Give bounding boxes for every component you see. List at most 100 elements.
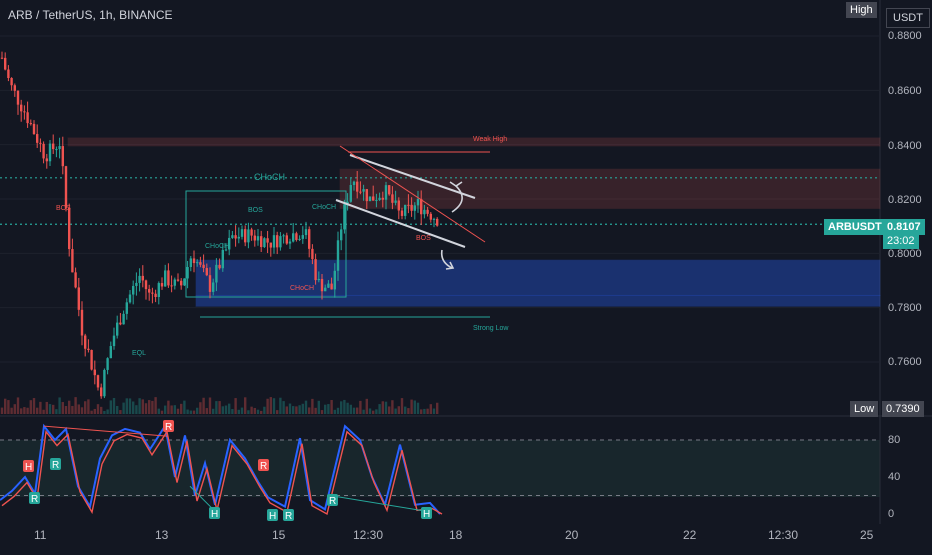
- volume-bar: [308, 407, 311, 414]
- volume-bar: [215, 401, 218, 414]
- candle-body: [186, 266, 189, 279]
- volume-bar: [224, 405, 228, 414]
- volume-bar: [39, 401, 42, 414]
- candle-body: [327, 283, 330, 288]
- candle-body: [432, 218, 436, 220]
- volume-bar: [317, 400, 320, 414]
- volume-bar: [180, 403, 183, 414]
- volume-bar: [16, 397, 20, 414]
- candle-body: [372, 196, 375, 201]
- candle-body: [26, 112, 29, 124]
- channel-lower-line: [335, 199, 466, 248]
- volume-bar: [112, 397, 116, 414]
- candle-body: [183, 278, 186, 286]
- candle-body: [356, 181, 359, 192]
- candle-body: [231, 235, 234, 238]
- volume-bar: [170, 405, 173, 414]
- candle-body: [64, 166, 68, 208]
- volume-bar: [260, 410, 263, 414]
- candle-body: [276, 235, 279, 248]
- volume-bar: [320, 410, 324, 414]
- volume-bar: [394, 408, 397, 414]
- annotation-label: CHoCH: [205, 243, 229, 250]
- candle-body: [180, 280, 183, 286]
- candle-body: [16, 90, 20, 105]
- candle-body: [125, 302, 128, 314]
- volume-bar: [436, 402, 439, 414]
- candle-body: [266, 238, 269, 243]
- annotation-label: CHoCH: [312, 204, 336, 211]
- volume-bar: [237, 409, 240, 414]
- annotation-label: Strong Low: [473, 325, 509, 332]
- candle-body: [29, 123, 32, 125]
- candle-body: [141, 275, 144, 281]
- volume-bar: [202, 397, 205, 414]
- volume-bar: [29, 400, 32, 414]
- volume-bar: [109, 400, 112, 414]
- volume-bar: [384, 401, 388, 414]
- candle-body: [109, 346, 112, 359]
- candle-body: [48, 143, 52, 162]
- candle-body: [199, 262, 202, 265]
- volume-bar: [157, 408, 160, 414]
- candle-body: [375, 199, 378, 201]
- volume-bar: [189, 410, 192, 414]
- candle-body: [0, 57, 4, 59]
- candle-body: [144, 280, 148, 290]
- volume-bar: [234, 398, 237, 414]
- candle-body: [119, 322, 122, 325]
- candle-body: [20, 104, 23, 112]
- candle-body: [196, 262, 199, 264]
- volume-bar: [272, 398, 276, 414]
- volume-bar: [84, 401, 87, 414]
- annotation-label: BOS: [56, 205, 71, 212]
- volume-bar: [32, 398, 36, 414]
- volume-bar: [231, 409, 234, 414]
- oscillator-marker-bg: [29, 492, 40, 504]
- time-tick: 12:30: [768, 528, 799, 542]
- candle-body: [192, 258, 196, 264]
- candle-body: [13, 85, 16, 91]
- volume-bar: [282, 401, 285, 414]
- volume-bar: [10, 407, 13, 414]
- candle-body: [250, 229, 253, 236]
- currency-badge[interactable]: USDT: [886, 8, 930, 28]
- volume-bar: [135, 405, 138, 414]
- candle-body: [253, 235, 256, 241]
- volume-bar: [240, 407, 244, 414]
- time-tick: 22: [683, 528, 697, 542]
- volume-bar: [304, 400, 308, 414]
- volume-bar: [378, 404, 381, 414]
- divergence-line: [329, 495, 427, 512]
- candle-body: [52, 143, 55, 150]
- volume-bar: [164, 405, 167, 414]
- candle-body: [212, 282, 215, 292]
- volume-bar: [330, 399, 333, 414]
- candle-body: [288, 241, 292, 244]
- volume-bar: [64, 405, 68, 414]
- volume-bar: [352, 407, 356, 414]
- volume-bar: [250, 406, 253, 414]
- candle-body: [333, 270, 336, 290]
- oscillator-line-slow: [1, 429, 443, 516]
- candle-body: [42, 143, 45, 159]
- volume-bar: [221, 406, 224, 414]
- volume-bar: [125, 398, 128, 414]
- bullish-arrowhead: [449, 181, 463, 187]
- candle-body: [224, 249, 228, 251]
- candle-body: [151, 292, 154, 294]
- candle-body: [23, 111, 26, 113]
- candle-body: [304, 229, 308, 236]
- price-tick: 0.7800: [888, 302, 922, 314]
- candle-body: [77, 287, 80, 310]
- candle-body: [384, 185, 388, 200]
- volume-bar: [93, 408, 96, 414]
- volume-bar: [429, 404, 432, 414]
- time-tick: 25: [860, 528, 874, 542]
- volume-bar: [90, 410, 93, 414]
- candle-body: [4, 57, 7, 70]
- candle-body: [301, 235, 304, 239]
- volume-bar: [173, 405, 176, 414]
- candle-body: [279, 236, 282, 248]
